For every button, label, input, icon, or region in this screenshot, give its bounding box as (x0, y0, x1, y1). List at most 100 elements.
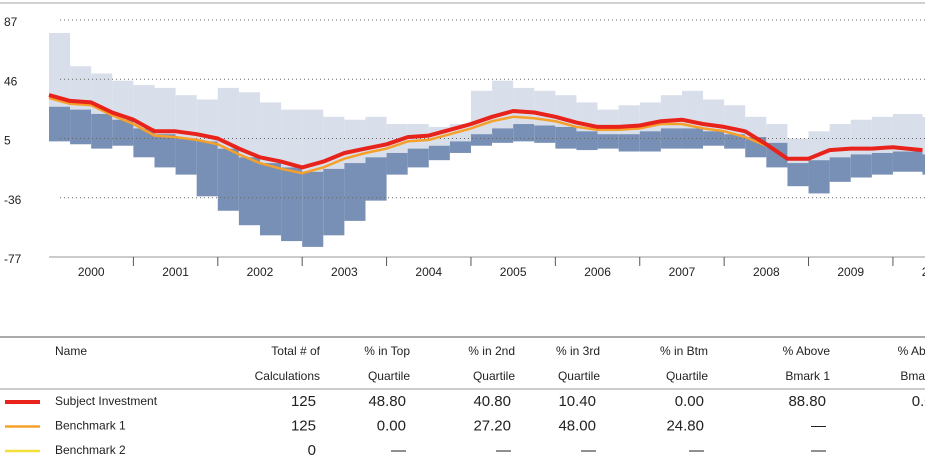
lower-range-bar (49, 106, 71, 142)
lower-range-bar (238, 157, 260, 226)
upper-range-bar (892, 113, 923, 152)
column-header: Quartile (473, 369, 515, 383)
upper-range-bar (70, 66, 92, 110)
lower-range-bar (386, 152, 408, 175)
column-header: % Above (898, 344, 925, 358)
x-tick-label: 2003 (331, 265, 358, 279)
lower-range-bar (175, 138, 197, 175)
lower-range-bar (618, 134, 640, 152)
table-cell: — (689, 442, 704, 459)
column-header: Quartile (666, 369, 708, 383)
column-header: Quartile (368, 369, 410, 383)
upper-range-bar (175, 95, 197, 139)
lower-range-bar (892, 151, 923, 172)
column-header: Name (55, 344, 87, 358)
lower-range-bar (871, 152, 893, 175)
x-tick-label: 2008 (753, 265, 780, 279)
table-cell: 0.00 (377, 417, 406, 434)
lower-range-bar (217, 148, 239, 211)
table-cell: — (811, 442, 826, 459)
lower-range-bar (449, 141, 471, 153)
table-cell: 27.20 (473, 417, 511, 434)
lower-range-bar (534, 125, 556, 143)
lower-range-bar (302, 171, 324, 247)
series-line (48, 93, 923, 170)
row-name: Benchmark 2 (55, 443, 126, 457)
upper-range-bar (281, 109, 303, 168)
upper-range-bar (302, 109, 324, 172)
lower-range-bar (555, 126, 577, 149)
x-tick-label: 2004 (415, 265, 442, 279)
x-tick-label: 2000 (78, 265, 105, 279)
upper-range-bar (513, 87, 535, 125)
lower-range-bar (196, 141, 218, 197)
upper-range-bar (850, 119, 872, 155)
lower-range-bar (639, 131, 661, 152)
lower-range-bar (344, 163, 366, 221)
lower-range-bar (850, 154, 872, 178)
upper-range-bar (196, 99, 218, 142)
column-header: Bmark 1 (785, 369, 830, 383)
column-header: Calculations (255, 369, 320, 383)
y-tick-label: 5 (4, 134, 11, 148)
lower-range-bar (70, 109, 92, 145)
x-tick-label: 2010 (922, 265, 925, 279)
y-tick-label: -36 (4, 193, 22, 207)
table-cell: 24.80 (666, 417, 704, 434)
lower-range-bar (407, 148, 429, 168)
y-tick-label: -77 (4, 252, 22, 266)
lower-range-bar (112, 119, 134, 146)
table-cell: 0.00 (675, 393, 704, 410)
lower-range-bar (154, 134, 176, 168)
table-cell: — (811, 417, 826, 434)
table-cell: 40.80 (473, 393, 511, 410)
upper-range-bar (217, 87, 239, 149)
upper-range-bar (49, 33, 71, 107)
lower-range-bar (492, 128, 514, 143)
y-tick-label: 87 (4, 15, 18, 29)
lower-range-bar (724, 134, 746, 149)
column-header: % Above (783, 344, 831, 358)
upper-range-bar (259, 102, 282, 164)
lower-range-bar (660, 128, 682, 149)
plot-area: 87 46 5 -36 -77 2000 2001 2002 2003 2004 2005 2006 2… (4, 15, 925, 279)
upper-range-bar (829, 124, 851, 158)
x-tick-label: 2009 (837, 265, 864, 279)
table-cell: 125 (291, 417, 316, 434)
upper-range-bar (154, 87, 176, 135)
lower-range-bar (787, 163, 809, 187)
upper-range-bar (766, 124, 788, 143)
column-header: % in Top (364, 344, 410, 358)
table-cell: 88.80 (788, 393, 826, 410)
row-name: Subject Investment (55, 394, 158, 408)
lower-range-bar (513, 124, 535, 142)
upper-range-bar (133, 85, 155, 129)
upper-range-bar (112, 80, 134, 120)
table-cell: 0.00 (912, 393, 925, 410)
lower-range-bar (808, 160, 830, 194)
column-header: Total # of (271, 344, 320, 358)
x-tick-label: 2007 (669, 265, 696, 279)
lower-range-bar (259, 163, 282, 236)
column-header: Bmark 2 (900, 369, 925, 383)
table-cell: — (496, 442, 511, 459)
upper-range-bar (871, 116, 893, 153)
table-cell: 10.40 (558, 393, 596, 410)
column-header: Quartile (558, 369, 600, 383)
lower-range-bar (703, 131, 725, 146)
column-header: % in 3rd (556, 344, 600, 358)
row-name: Benchmark 1 (55, 419, 126, 433)
lower-range-bar (829, 157, 851, 182)
table-cell: — (581, 442, 596, 459)
x-tick-label: 2005 (500, 265, 527, 279)
column-header: % in Btm (660, 344, 708, 358)
lower-range-bar (597, 134, 619, 149)
lower-range-bar (323, 168, 345, 236)
series-line (48, 96, 767, 175)
x-tick-label: 2002 (247, 265, 274, 279)
column-header: % in 2nd (468, 344, 515, 358)
upper-range-bar (238, 92, 260, 158)
table-cell: 48.00 (558, 417, 596, 434)
y-tick-label: 46 (4, 74, 18, 88)
